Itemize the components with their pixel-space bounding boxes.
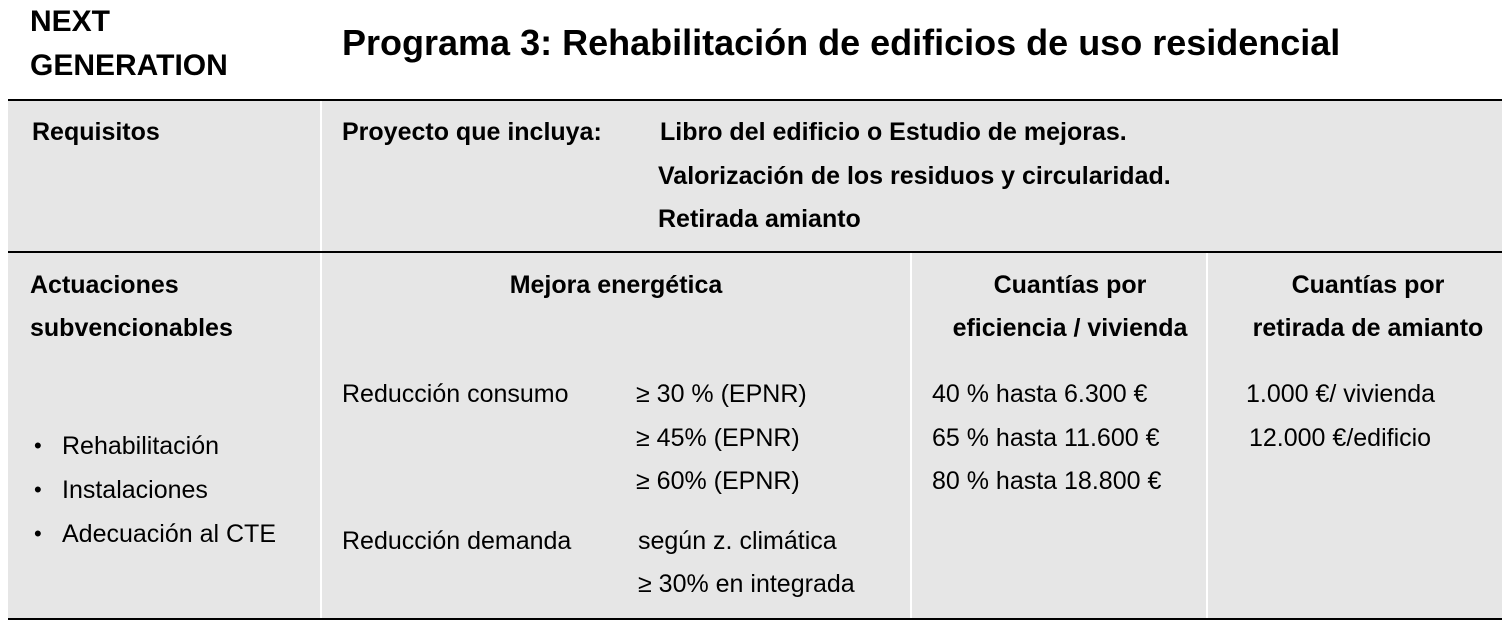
eficiencia-value: 65 % hasta 11.600 € [932,424,1160,452]
eficiencia-value: 80 % hasta 18.800 € [932,467,1162,495]
page-title: Programa 3: Rehabilitación de edificios … [342,22,1341,63]
column-header-row [8,253,1502,361]
requisitos-content-cell [322,101,1502,251]
mejora-header: Mejora energética [509,271,723,299]
header-cell-mejora [322,253,910,361]
actuaciones-header-line-1: Actuaciones [30,271,179,299]
consumo-value: ≥ 45% (EPNR) [636,424,800,452]
brand-line-1: NEXT [30,5,111,38]
demanda-value: según z. climática [638,527,837,555]
list-item: Adecuación al CTE [30,512,276,556]
eficiencia-cell [912,361,1206,618]
amianto-header-line-1: Cuantías por [1291,271,1445,299]
requisitos-item: Libro del edificio o Estudio de mejoras. [660,118,1127,146]
row-divider [8,251,1502,253]
consumo-value: ≥ 30 % (EPNR) [636,380,807,408]
brand-label: NEXT GENERATION [30,0,228,88]
eficiencia-header-line-2: eficiencia / vivienda [952,314,1188,342]
amianto-cell [1208,361,1502,618]
header-cell-actuaciones [8,253,320,361]
actuaciones-header-line-2: subvencionables [30,314,233,342]
consumo-label: Reducción consumo [342,380,569,408]
requisitos-label-cell [8,101,320,251]
amianto-header-line-2: retirada de amianto [1252,314,1484,342]
amianto-value: 1.000 €/ vivienda [1246,380,1436,408]
body-row [8,361,1502,618]
consumo-value: ≥ 60% (EPNR) [636,467,800,495]
requisitos-row [8,101,1502,251]
requisitos-lead: Proyecto que incluya: [342,118,602,146]
eficiencia-header-line-1: Cuantías por [993,271,1147,299]
table-top-border [8,99,1502,101]
requisitos-item: Valorización de los residuos y circulari… [658,162,1171,190]
list-item: Instalaciones [30,468,276,512]
header-cell-eficiencia [912,253,1206,361]
list-item: Rehabilitación [30,424,276,468]
demanda-value: ≥ 30% en integrada [638,570,855,598]
demanda-label: Reducción demanda [342,527,572,555]
amianto-value: 12.000 €/edificio [1249,424,1432,452]
eficiencia-value: 40 % hasta 6.300 € [932,380,1148,408]
header-cell-amianto [1208,253,1502,361]
brand-line-2: GENERATION [30,49,228,82]
mejora-cell [322,361,910,618]
requisitos-item: Retirada amianto [658,205,861,233]
table-bottom-border [8,618,1502,620]
requisitos-label: Requisitos [32,118,160,146]
actuaciones-list: Rehabilitación Instalaciones Adecuación … [30,424,276,556]
